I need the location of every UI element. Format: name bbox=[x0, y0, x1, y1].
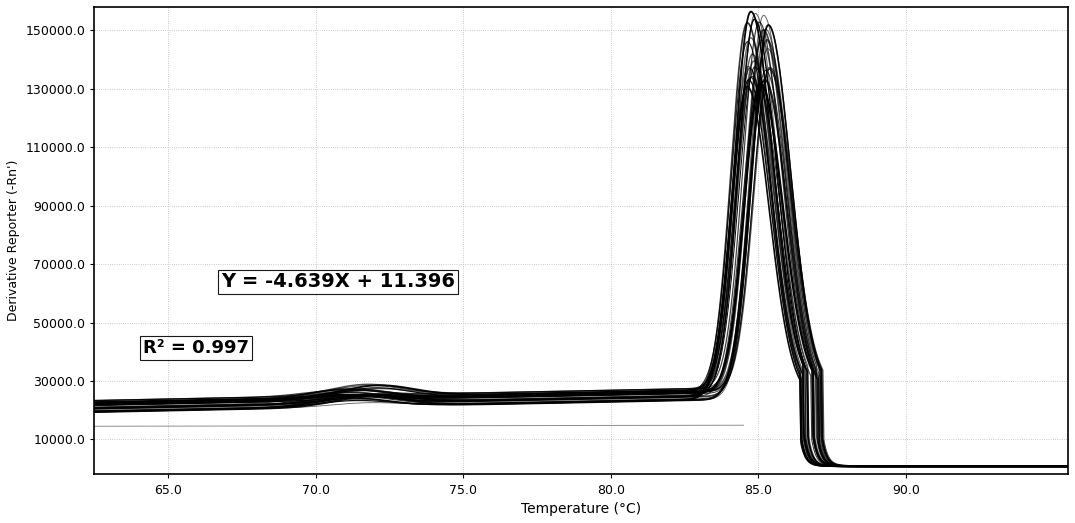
X-axis label: Temperature (°C): Temperature (°C) bbox=[521, 502, 642, 516]
Text: R² = 0.997: R² = 0.997 bbox=[143, 339, 249, 357]
Y-axis label: Derivative Reporter (-Rn'): Derivative Reporter (-Rn') bbox=[6, 160, 20, 322]
Text: Y = -4.639X + 11.396: Y = -4.639X + 11.396 bbox=[221, 272, 455, 291]
